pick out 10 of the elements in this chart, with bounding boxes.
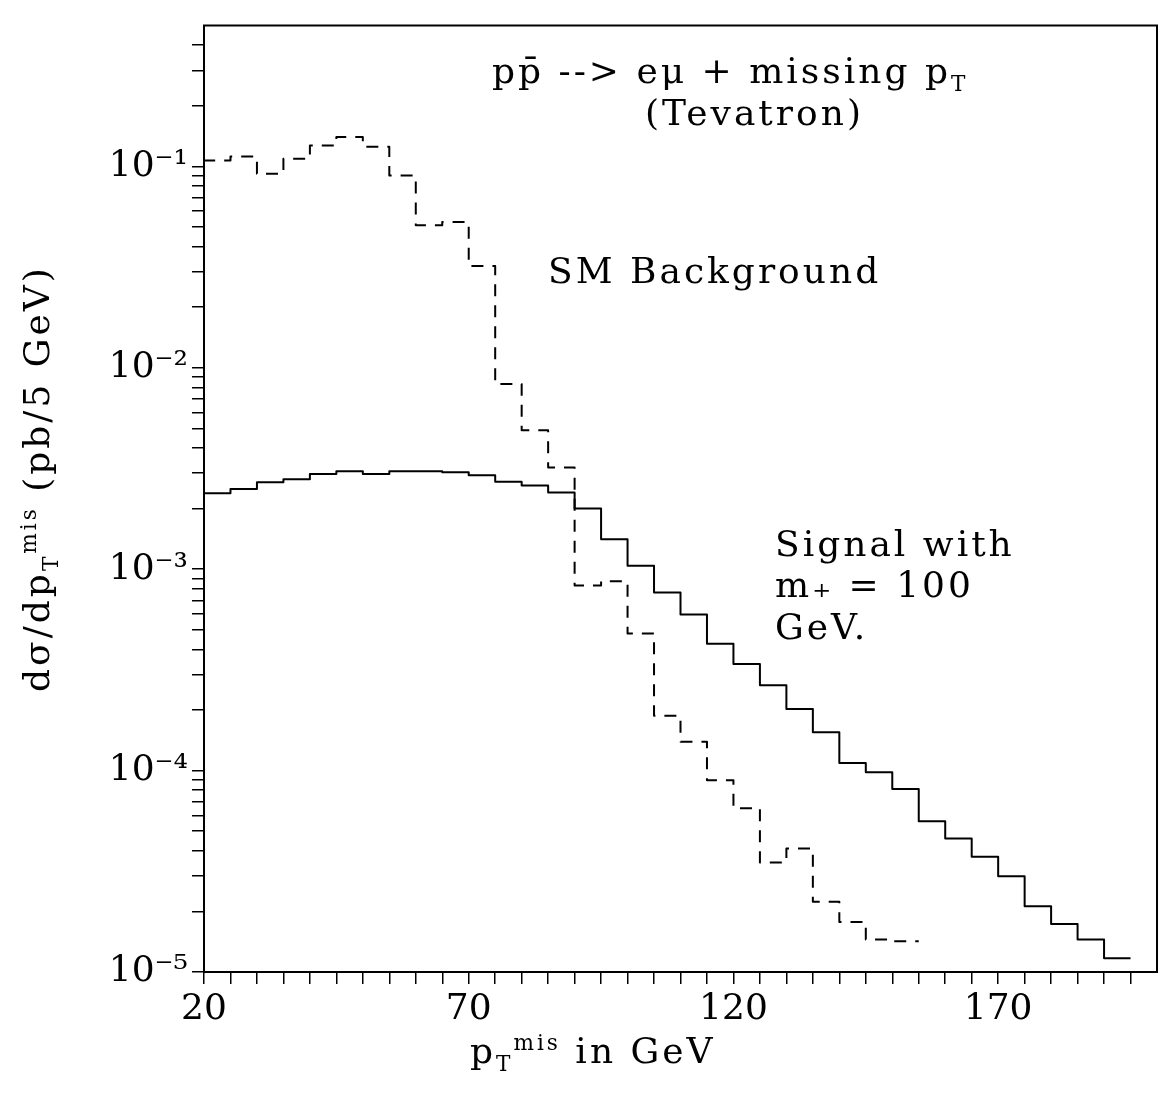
x-tick-label: 170: [963, 985, 1033, 1027]
series-label: SM Background: [548, 250, 882, 292]
y-tick-label: 10⁻¹: [108, 142, 188, 184]
y-tick-label: 10⁻²: [108, 344, 188, 386]
x-tick-label: 120: [699, 985, 768, 1027]
y-tick-label: 10⁻³: [108, 545, 188, 587]
x-axis-title: p$_{T}$$^{mis}$ in GeV: [470, 1030, 716, 1078]
series-label: Signal with m₊ = 100 GeV.: [775, 523, 1016, 648]
y-tick-label: 10⁻⁴: [108, 746, 188, 788]
x-tick-label: 70: [445, 985, 492, 1027]
